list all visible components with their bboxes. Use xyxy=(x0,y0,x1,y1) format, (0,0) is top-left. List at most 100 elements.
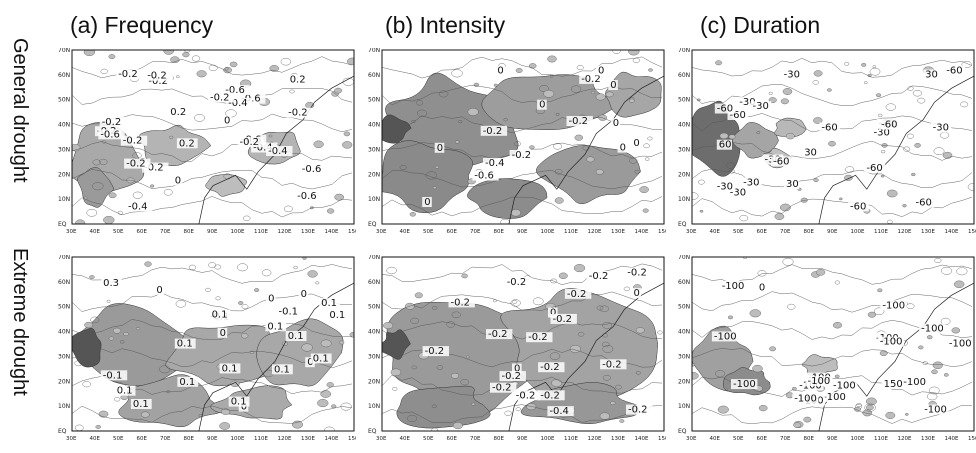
contour-island xyxy=(774,213,785,220)
contour-value-label: -30 xyxy=(743,178,759,189)
shaded-region xyxy=(382,329,411,360)
longitude-tick-label: 40E xyxy=(400,436,411,441)
contour-label-background xyxy=(228,396,250,407)
contour-island xyxy=(450,373,459,379)
longitude-tick-label: 90E xyxy=(207,436,218,441)
contour-line xyxy=(72,376,353,395)
map-svg: 60-60-60-60-30-3030-30-30-30-3030-60-30-… xyxy=(678,48,976,234)
contour-label-background xyxy=(719,280,747,291)
contour-island xyxy=(221,408,231,415)
contour-value-label: -0.6 xyxy=(100,129,120,140)
longitude-tick-label: 80E xyxy=(184,229,195,234)
longitude-tick-label: 50E xyxy=(423,436,434,441)
contour-value-label: -0.4 xyxy=(253,143,273,154)
contour-value-label: 0 xyxy=(175,175,181,186)
contour-value-label: -0.2 xyxy=(288,108,308,119)
plot-area: 60-60-60-60-30-3030-30-30-30-3030-60-30-… xyxy=(691,49,975,225)
longitude-tick-label: 100E xyxy=(851,436,865,441)
contour-island xyxy=(834,374,840,379)
contour-island xyxy=(554,197,564,204)
contour-label-background xyxy=(422,197,432,207)
contour-label-background xyxy=(610,118,621,129)
contour-island xyxy=(120,340,125,344)
longitude-tick-label: 30E xyxy=(66,436,77,441)
latitude-tick-label: EQ xyxy=(58,221,67,228)
latitude-tick-label: 70N xyxy=(368,255,380,261)
contour-island xyxy=(302,257,307,260)
contour-island xyxy=(940,317,951,325)
contour-value-label: -0.2 xyxy=(123,136,143,147)
latitude-tick-label: 20N xyxy=(58,171,70,178)
contour-label-background xyxy=(526,332,553,343)
contour-value-label: -0.2 xyxy=(553,314,573,325)
contour-island xyxy=(601,341,610,348)
contour-label-background xyxy=(922,404,949,415)
contour-value-label: -0.2 xyxy=(240,137,260,148)
contour-island xyxy=(812,80,819,85)
map-frame xyxy=(71,49,355,225)
contour-line xyxy=(382,374,663,396)
latitude-tick-label: 30N xyxy=(678,353,690,360)
contour-island xyxy=(315,281,320,285)
contour-value-label: -100 xyxy=(924,405,947,416)
contour-label-background xyxy=(750,101,772,112)
contour-value-label: 0 xyxy=(220,328,226,339)
shaded-region xyxy=(536,145,641,205)
contour-island xyxy=(866,404,874,411)
contour-label-background xyxy=(913,197,935,208)
contour-label-background xyxy=(880,300,907,311)
contour-island xyxy=(728,134,736,140)
contour-island xyxy=(877,113,883,117)
contour-island xyxy=(188,264,197,270)
contour-island xyxy=(163,50,174,55)
contour-island xyxy=(610,401,616,406)
contour-island xyxy=(582,145,590,151)
contour-value-label: -0.2 xyxy=(602,359,622,370)
contour-value-label: 0.1 xyxy=(231,397,247,408)
contour-island xyxy=(219,422,231,430)
contour-island xyxy=(739,215,749,222)
contour-value-label: 0.1 xyxy=(117,386,133,397)
latitude-tick-label: 40N xyxy=(368,329,380,336)
contour-island xyxy=(576,65,584,71)
contour-island xyxy=(793,422,802,428)
longitude-tick-label: 150E xyxy=(968,436,976,441)
contour-value-label: 0.1 xyxy=(321,298,337,309)
contour-island xyxy=(529,145,535,150)
contour-island xyxy=(782,88,793,95)
contour-value-label: -0.2 xyxy=(512,150,532,161)
contour-island xyxy=(76,344,82,349)
contour-island xyxy=(873,307,885,315)
longitude-tick-label: 120E xyxy=(278,229,292,234)
contour-island xyxy=(307,270,318,278)
contour-label-background xyxy=(130,399,152,409)
contour-island xyxy=(74,360,83,367)
longitude-tick-label: 50E xyxy=(113,436,124,441)
plot-area: -0.6-0.6-0.6-0.2-0.4-0.2-0.2-0.6-0.4-0.6… xyxy=(71,49,355,225)
contour-island xyxy=(339,340,345,345)
latitude-tick-label: 40N xyxy=(678,122,690,129)
map-panel-general-duration: 60-60-60-60-30-3030-30-30-30-3030-60-30-… xyxy=(678,48,976,234)
contour-value-label: -0.2 xyxy=(425,346,445,357)
contour-label-background xyxy=(299,164,327,175)
longitude-tick-label: 60E xyxy=(137,229,148,234)
contour-label-background xyxy=(631,288,642,299)
longitude-tick-label: 120E xyxy=(898,229,912,234)
longitude-tick-label: 40E xyxy=(710,229,721,234)
contour-label-background xyxy=(285,331,307,341)
contour-label-background xyxy=(802,147,818,158)
longitude-tick-label: 100E xyxy=(541,436,555,441)
contour-island xyxy=(558,272,568,279)
contour-island xyxy=(961,60,972,68)
contour-value-label: -0.4 xyxy=(128,202,148,213)
contour-value-label: 0 xyxy=(598,66,604,77)
longitude-tick-label: 80E xyxy=(494,229,505,234)
contour-value-label: -0.2 xyxy=(540,362,560,373)
contour-island xyxy=(82,381,91,388)
longitude-tick-label: 150E xyxy=(348,436,356,441)
contour-label-background xyxy=(319,298,340,309)
contour-value-label: 0 xyxy=(268,294,274,305)
latitude-tick-label: 30N xyxy=(58,353,70,360)
contour-label-background xyxy=(154,284,164,295)
longitude-tick-label: 120E xyxy=(588,436,602,441)
